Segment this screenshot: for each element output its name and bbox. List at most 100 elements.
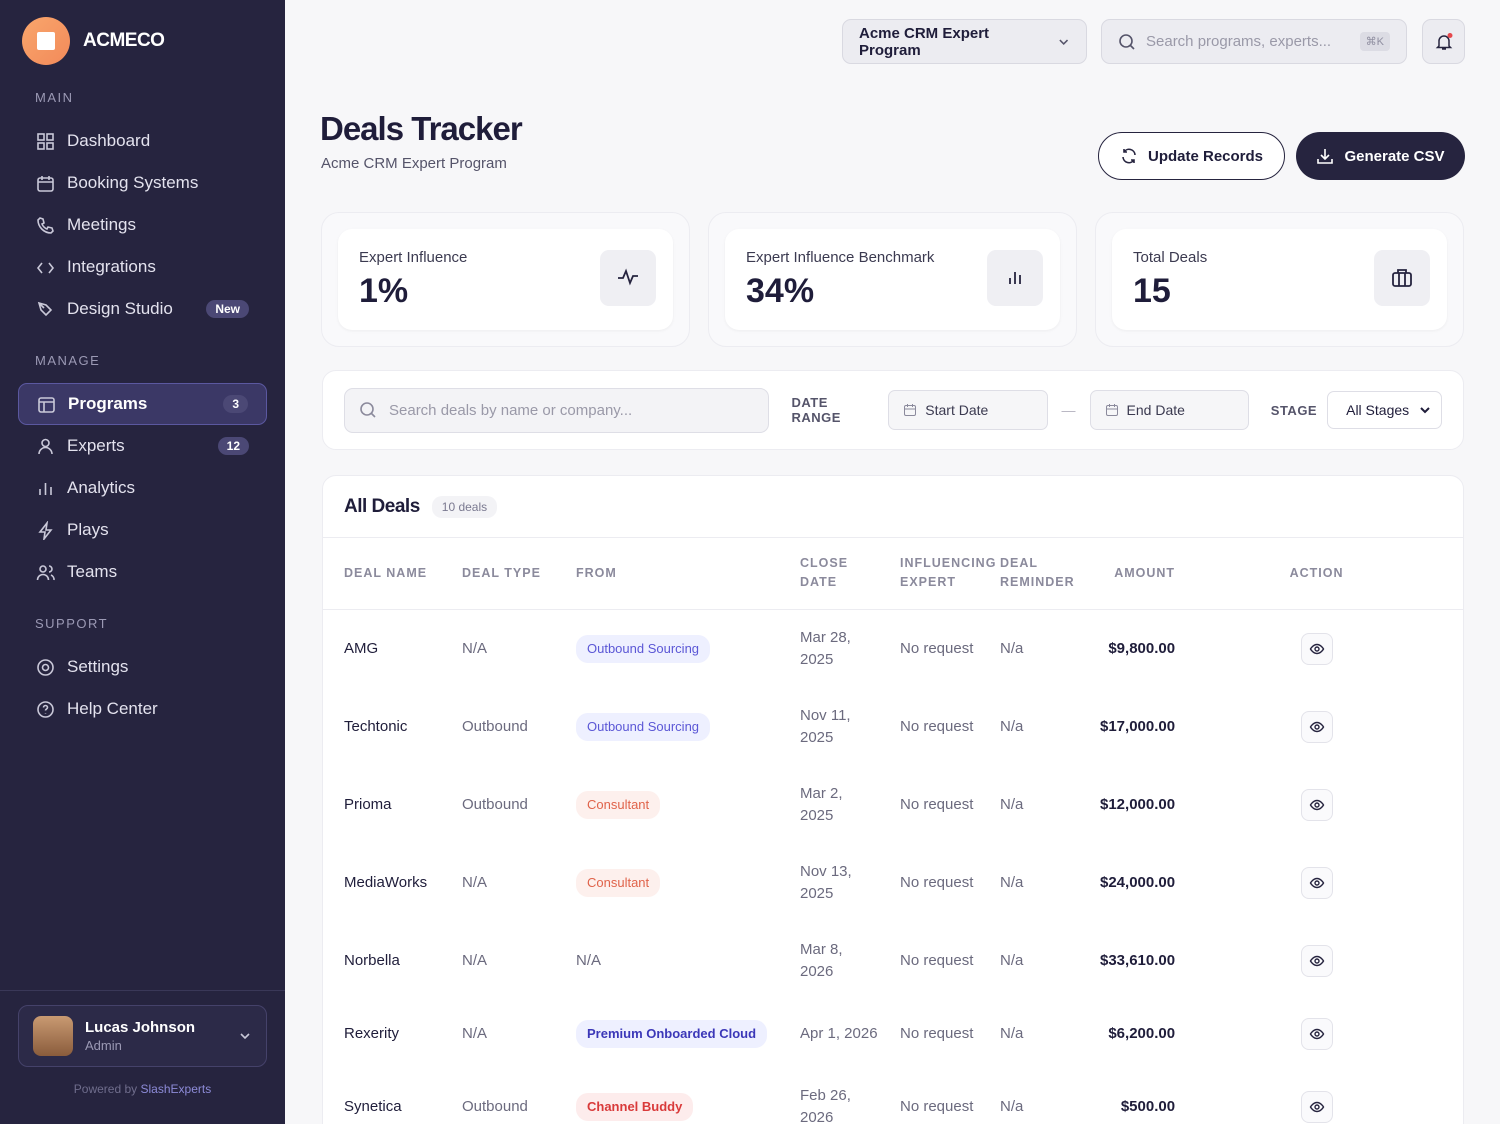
close-date: Apr 1, 2026 (800, 1024, 878, 1042)
view-button[interactable] (1300, 1090, 1333, 1123)
influencing-expert: No request (900, 873, 974, 891)
logo (22, 17, 70, 65)
nav-section: MANAGE Programs 3 Experts 12 Analytics Plays Te… (18, 349, 267, 593)
nav-item[interactable]: Settings (18, 646, 267, 688)
stat-card: Expert Influence Benchmark 34% (708, 212, 1077, 347)
view-button[interactable] (1300, 710, 1333, 743)
deal-type: Outbound (462, 795, 528, 813)
start-date[interactable]: Start Date (888, 390, 1048, 430)
deal-source: Consultant (568, 844, 792, 922)
nav-item[interactable]: Help Center (18, 688, 267, 730)
nav-item[interactable]: Plays (18, 509, 267, 551)
source-tag: Consultant (576, 868, 661, 897)
update-button[interactable]: Update Records (1098, 132, 1285, 180)
nav-badge: 12 (217, 437, 249, 455)
deal-row: Synetica Outbound Channel Buddy Feb 26, 202… (323, 1068, 1463, 1124)
table-title: All Deals (344, 495, 420, 517)
stage-value: All Stages (1346, 402, 1410, 418)
end-date[interactable]: End Date (1089, 390, 1249, 430)
date-separator: — (1061, 402, 1076, 418)
section-title: SUPPORT (35, 616, 109, 631)
nav: MAIN Dashboard Booking Systems Meetings Inte… (18, 86, 267, 749)
nav-item[interactable]: Analytics (18, 467, 267, 509)
influencing-expert: No request (900, 951, 974, 969)
user-name: Lucas Johnson (85, 1019, 196, 1036)
source-tag: Consultant (576, 790, 661, 819)
nav-item[interactable]: Teams (18, 551, 267, 593)
deal-source: Outbound Sourcing (568, 609, 792, 688)
amount: $500.00 (1120, 1097, 1176, 1115)
column-header: AMOUNT (1092, 538, 1184, 610)
nav-label: Teams (67, 562, 118, 581)
amount: $24,000.00 (1100, 873, 1176, 891)
view-button[interactable] (1300, 788, 1333, 821)
deal-type: N/A (462, 1024, 488, 1042)
nav-label: Settings (67, 657, 129, 676)
column-header: DEAL REMINDER (992, 538, 1092, 610)
deal-name: Norbella (344, 951, 400, 969)
filters: Search deals by name or company... DATE … (322, 370, 1464, 450)
date-text: End Date (1126, 402, 1185, 418)
stat: Total Deals 15 (1112, 229, 1447, 330)
column-header: FROM (568, 538, 792, 610)
deal-search[interactable]: Search deals by name or company... (344, 387, 770, 433)
nav-item[interactable]: Booking Systems (18, 162, 267, 204)
deal-reminder: N/a (1000, 1024, 1024, 1042)
action-cell (1183, 766, 1463, 844)
nav-item[interactable]: Experts 12 (18, 425, 267, 467)
amount: $17,000.00 (1100, 717, 1176, 735)
program-select[interactable]: Acme CRM Expert Program (842, 19, 1087, 64)
deal-type: N/A (462, 951, 488, 969)
view-button[interactable] (1300, 866, 1333, 899)
deal-name: Synetica (344, 1097, 402, 1115)
nav-label: Meetings (67, 215, 136, 234)
stat-value: 1% (359, 272, 409, 310)
nav-label: Programs (68, 394, 148, 413)
powered-by: Powered by SlashExperts (0, 1082, 285, 1096)
action-cell (1183, 844, 1463, 922)
column-header: INFLUENCING EXPERT (892, 538, 995, 610)
nav-badge: New (206, 300, 249, 318)
influencing-expert: No request (900, 639, 974, 657)
powered-text: Powered by (73, 1082, 138, 1096)
stat-label: Expert Influence Benchmark (746, 249, 935, 266)
section-title: MAIN (35, 90, 74, 105)
action-cell (1183, 1068, 1463, 1124)
user-menu[interactable]: Lucas Johnson Admin (18, 1005, 267, 1067)
deal-row: AMG N/A Outbound Sourcing Mar 28, 2025 No re… (323, 609, 1463, 688)
deal-source: Premium Onboarded Cloud (568, 1000, 792, 1068)
view-button[interactable] (1300, 944, 1333, 977)
close-date: Mar 2, 2025 (800, 784, 843, 824)
close-date: Feb 26, 2026 (800, 1086, 851, 1124)
deal-name: AMG (344, 639, 379, 657)
view-button[interactable] (1300, 632, 1333, 665)
powered-link[interactable]: SlashExperts (140, 1082, 212, 1096)
view-button[interactable] (1300, 1017, 1333, 1050)
deal-type: Outbound (462, 717, 528, 735)
nav-item[interactable]: Design Studio New (18, 288, 267, 330)
column-header: CLOSE DATE (792, 538, 892, 610)
stat-icon (987, 250, 1043, 306)
close-date-cell: Nov 11, 2025 (792, 688, 892, 766)
deal-source: Channel Buddy (568, 1068, 792, 1124)
deal-reminder: N/a (1000, 873, 1024, 891)
influencing-expert: No request (900, 717, 974, 735)
stage-label: STAGE (1270, 402, 1318, 418)
nav-item[interactable]: Integrations (18, 246, 267, 288)
global-search[interactable]: Search programs, experts... ⌘K (1101, 19, 1407, 64)
csv-button[interactable]: Generate CSV (1296, 132, 1465, 180)
stage-select[interactable]: All Stages (1327, 391, 1442, 429)
deal-row: MediaWorks N/A Consultant Nov 13, 2025 No re… (323, 844, 1463, 922)
user-role: Admin (85, 1038, 122, 1053)
nav-item[interactable]: Meetings (18, 204, 267, 246)
notifications[interactable] (1422, 19, 1465, 64)
deals-table: DEAL NAME DEAL TYPE FROM CLOSE DATE INFLUENC… (323, 538, 1463, 1124)
nav-item[interactable]: Programs 3 (18, 383, 267, 425)
deal-name: Techtonic (344, 717, 408, 735)
nav-label: Experts (67, 436, 125, 455)
deal-row: Techtonic Outbound Outbound Sourcing Nov 11… (323, 688, 1463, 766)
deal-type: Outbound (462, 1097, 528, 1115)
brand[interactable]: ACMECO (22, 17, 165, 65)
nav-item[interactable]: Dashboard (18, 120, 267, 162)
